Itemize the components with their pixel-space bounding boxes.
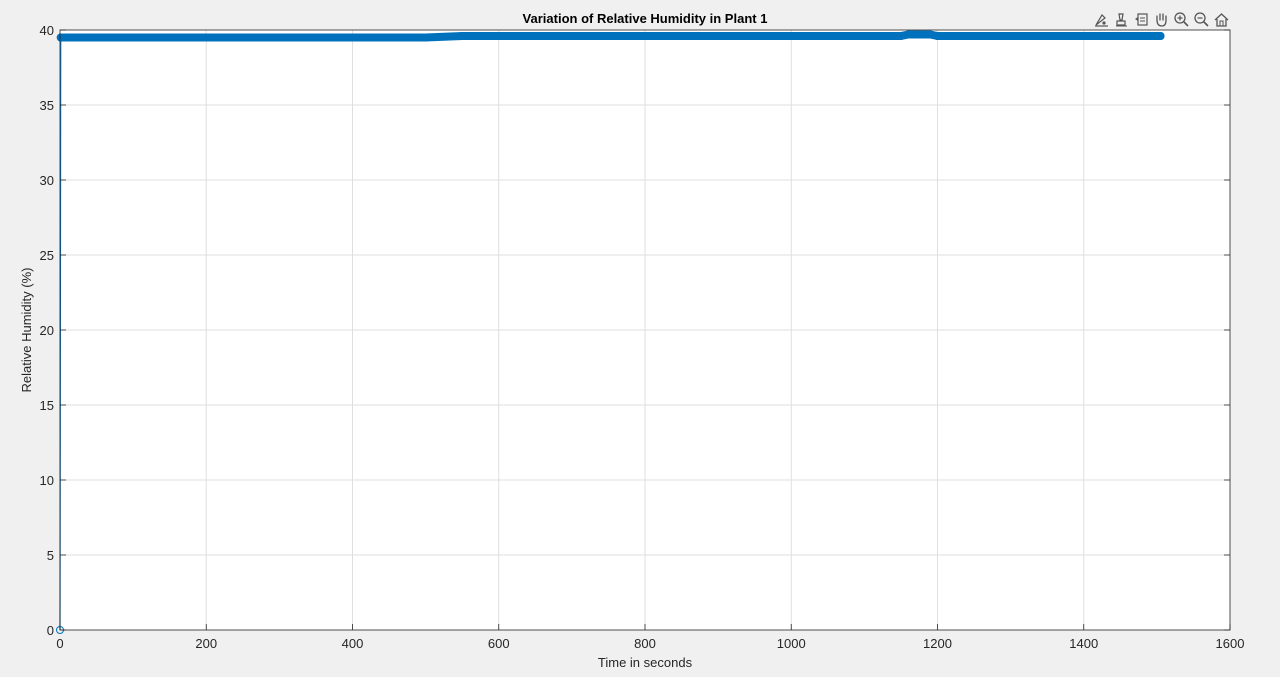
data-point-marker[interactable]	[348, 33, 357, 42]
data-point-marker[interactable]	[165, 33, 174, 42]
home-icon[interactable]	[1212, 10, 1231, 29]
data-point-marker[interactable]	[787, 32, 796, 40]
zoom-in-icon[interactable]	[1172, 10, 1191, 29]
y-tick-label: 40	[40, 23, 54, 38]
data-point-marker[interactable]	[1043, 32, 1052, 40]
data-point-marker[interactable]	[202, 33, 211, 42]
data-point-marker[interactable]	[1006, 32, 1015, 40]
x-tick-label: 200	[195, 636, 217, 651]
x-tick-label: 1600	[1216, 636, 1245, 651]
x-tick-label: 1400	[1069, 636, 1098, 651]
axes-toolbar	[1092, 9, 1231, 29]
data-point-marker[interactable]	[677, 32, 686, 40]
data-point-marker[interactable]	[567, 32, 576, 40]
data-point-marker[interactable]	[275, 33, 284, 42]
y-tick-label: 0	[47, 623, 54, 638]
data-series[interactable]	[56, 30, 1165, 634]
data-point-marker[interactable]	[933, 32, 942, 40]
y-tick-label: 30	[40, 173, 54, 188]
y-tick-label: 10	[40, 473, 54, 488]
y-tick-label: 35	[40, 98, 54, 113]
data-point-marker[interactable]	[56, 33, 65, 42]
data-point-marker[interactable]	[421, 33, 430, 42]
data-point-marker[interactable]	[1079, 32, 1088, 40]
brush-icon[interactable]	[1112, 10, 1131, 29]
data-point-marker[interactable]	[74, 33, 83, 42]
grid-lines	[60, 30, 1230, 630]
data-point-marker[interactable]	[110, 33, 119, 42]
y-tick-label: 5	[47, 548, 54, 563]
data-point-marker[interactable]	[494, 32, 503, 40]
data-point-marker[interactable]	[915, 30, 924, 39]
data-point-marker[interactable]	[926, 30, 935, 39]
x-tick-label: 1200	[923, 636, 952, 651]
data-point-marker[interactable]	[970, 32, 979, 40]
zoom-out-icon[interactable]	[1192, 10, 1211, 29]
data-point-marker[interactable]	[311, 33, 320, 42]
data-tips-icon[interactable]	[1092, 10, 1111, 29]
data-point-marker[interactable]	[1156, 32, 1165, 40]
data-point-marker[interactable]	[385, 33, 394, 42]
data-point-marker[interactable]	[458, 32, 467, 40]
x-tick-label: 800	[634, 636, 656, 651]
data-point-marker[interactable]	[129, 33, 138, 42]
x-tick-label: 400	[342, 636, 364, 651]
axis-ticks: 0 200 400 600 800 1000 1200 1400 1600 0 5 10 15 20 25 3…	[40, 23, 1245, 651]
restore-view-icon[interactable]	[1132, 10, 1151, 29]
y-tick-label: 25	[40, 248, 54, 263]
data-point-marker[interactable]	[407, 33, 415, 42]
data-point-marker[interactable]	[904, 30, 913, 39]
data-point-marker[interactable]	[896, 32, 905, 40]
data-point-marker[interactable]	[641, 32, 649, 40]
series-marker-band	[56, 30, 1165, 42]
data-point-marker[interactable]	[604, 32, 613, 40]
data-point-marker[interactable]	[750, 32, 759, 40]
data-point-marker[interactable]	[238, 33, 247, 42]
pan-icon[interactable]	[1152, 10, 1171, 29]
data-point-marker[interactable]	[531, 32, 540, 40]
x-tick-label: 600	[488, 636, 510, 651]
data-point-marker[interactable]	[823, 32, 832, 40]
y-axis-label: Relative Humidity (%)	[19, 268, 34, 393]
chart-title: Variation of Relative Humidity in Plant …	[523, 11, 768, 26]
y-tick-label: 15	[40, 398, 54, 413]
x-tick-label: 1000	[777, 636, 806, 651]
data-point-marker[interactable]	[714, 32, 723, 40]
data-point-marker[interactable]	[1116, 32, 1125, 40]
y-tick-label: 20	[40, 323, 54, 338]
x-tick-label: 0	[56, 636, 63, 651]
data-point-marker[interactable]	[860, 32, 869, 40]
x-axis-label: Time in seconds	[598, 655, 693, 670]
data-point-marker[interactable]	[92, 33, 101, 42]
